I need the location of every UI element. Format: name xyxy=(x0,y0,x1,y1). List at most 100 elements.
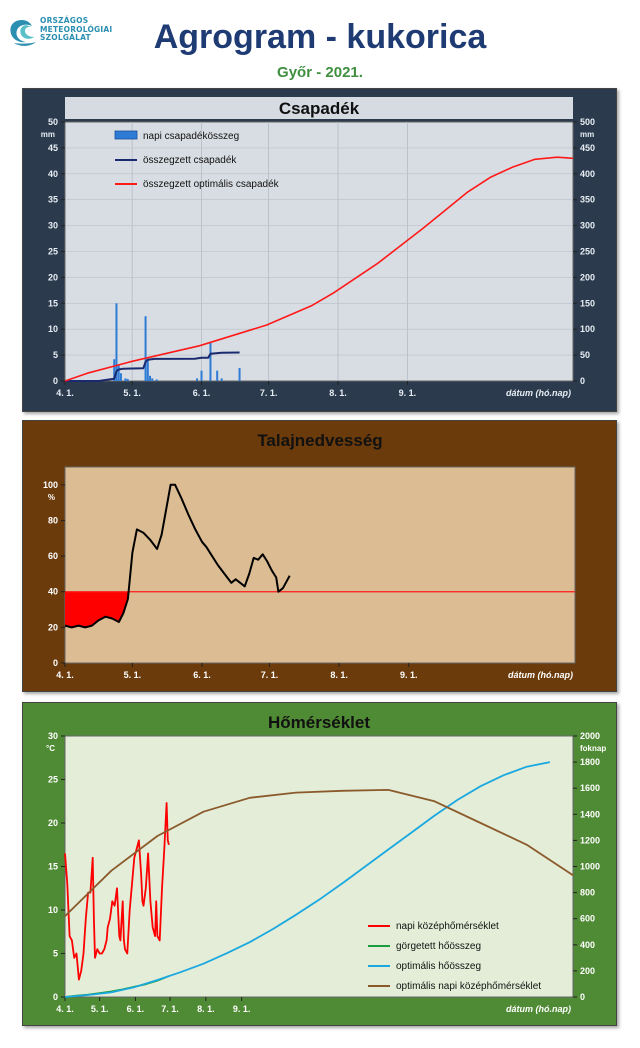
precip-bar xyxy=(115,303,118,381)
soil-moisture-chart: Talajnedvesség 4. 1. 5. 1. 6. 1. 7. 1. 8. 1. 9… xyxy=(43,431,576,680)
logo-line-2: METEOROLÓGIAI xyxy=(40,24,113,34)
y2-tick-label: 450 xyxy=(580,143,595,153)
x-tick-label: 6. 1. xyxy=(127,1004,145,1014)
precip-bar xyxy=(196,378,199,381)
x-tick-label: 6. 1. xyxy=(193,388,211,398)
precipitation-panel: Csapadék 4. 1. 5. 1. 6. 1. 7. 1. 8. 1. 9. 1. dá… xyxy=(22,88,617,412)
y2-tick-label: 200 xyxy=(580,272,595,282)
y2-tick-label: 1000 xyxy=(580,862,600,872)
precip-bar xyxy=(151,378,154,381)
precip-bar xyxy=(124,378,127,381)
x-tick-label: 5. 1. xyxy=(91,1004,109,1014)
y-tick-label: 35 xyxy=(48,195,58,205)
y-tick-label: 0 xyxy=(53,376,58,386)
x-tick-label: 4. 1. xyxy=(56,670,74,680)
y2-tick-label: 1800 xyxy=(580,757,600,767)
soil-moisture-line xyxy=(64,483,291,629)
x-tick-label: 6. 1. xyxy=(193,670,211,680)
y-tick-label: 45 xyxy=(48,143,58,153)
optimal-precip-line xyxy=(64,156,574,382)
y-tick-label: 10 xyxy=(48,905,58,915)
y2-tick-label: 200 xyxy=(580,966,595,976)
x-tick-label: 7. 1. xyxy=(261,670,279,680)
y-tick-label: 40 xyxy=(48,169,58,179)
y-axis-label: % xyxy=(48,493,55,502)
y-tick-label: 50 xyxy=(48,117,58,127)
y-tick-label: 30 xyxy=(48,731,58,741)
y-tick-label: 0 xyxy=(53,658,58,668)
y2-tick-label: 1600 xyxy=(580,783,600,793)
x-axis-label: dátum (hó.nap) xyxy=(506,388,571,398)
y-tick-label: 20 xyxy=(48,818,58,828)
optimal-heat-sum-line xyxy=(64,761,551,998)
precip-bar xyxy=(144,316,147,381)
chart-title: Csapadék xyxy=(279,99,360,118)
y2-axis-label: mm xyxy=(580,130,594,139)
y2-tick-label: 0 xyxy=(580,376,585,386)
y2-tick-label: 50 xyxy=(580,350,590,360)
y2-tick-label: 400 xyxy=(580,169,595,179)
y-tick-label: 10 xyxy=(48,324,58,334)
logo-line-3: SZOLGÁLAT xyxy=(40,33,91,42)
precip-bar xyxy=(149,375,152,381)
precipitation-chart: Csapadék 4. 1. 5. 1. 6. 1. 7. 1. 8. 1. 9. 1. dá… xyxy=(41,97,595,398)
y2-tick-label: 300 xyxy=(580,221,595,231)
y2-tick-label: 600 xyxy=(580,914,595,924)
y2-tick-label: 2000 xyxy=(580,731,600,741)
y2-tick-label: 500 xyxy=(580,117,595,127)
logo-swirl-icon xyxy=(10,20,36,46)
y2-axis-label: foknap xyxy=(580,744,606,753)
legend-label: összegzett csapadék xyxy=(143,155,237,166)
y-tick-label: 100 xyxy=(43,480,58,490)
x-tick-label: 8. 1. xyxy=(330,670,348,680)
y2-tick-label: 350 xyxy=(580,195,595,205)
x-tick-label: 5. 1. xyxy=(124,670,142,680)
logo-line-1: ORSZÁGOS xyxy=(40,16,89,25)
precip-bar xyxy=(117,365,120,381)
x-axis-label: dátum (hó.nap) xyxy=(506,1004,571,1014)
y-tick-label: 5 xyxy=(53,949,58,959)
temperature-chart: Hőmérséklet 4. 1. 5. 1. 6. 1. 7. 1. 8. 1. 9. 1… xyxy=(46,713,606,1014)
y-tick-label: 5 xyxy=(53,350,58,360)
precip-bar xyxy=(209,342,212,381)
chart-title: Hőmérséklet xyxy=(268,713,370,732)
x-tick-label: 9. 1. xyxy=(233,1004,251,1014)
y2-tick-label: 100 xyxy=(580,324,595,334)
precip-bar xyxy=(220,378,223,381)
x-axis-label: dátum (hó.nap) xyxy=(508,670,573,680)
x-tick-label: 4. 1. xyxy=(56,1004,74,1014)
precip-bar xyxy=(216,370,219,381)
precip-bar xyxy=(200,370,203,381)
precip-bar xyxy=(113,359,116,381)
legend-label: optimális hőösszeg xyxy=(396,961,481,972)
x-tick-label: 8. 1. xyxy=(197,1004,215,1014)
y-tick-label: 30 xyxy=(48,221,58,231)
chart-title-bar xyxy=(65,97,573,119)
legend-label: görgetett hőösszeg xyxy=(396,941,481,952)
x-tick-label: 9. 1. xyxy=(399,388,417,398)
y-tick-label: 15 xyxy=(48,298,58,308)
legend-swatch xyxy=(114,130,138,140)
y2-tick-label: 800 xyxy=(580,888,595,898)
plot-area xyxy=(64,466,576,664)
x-tick-label: 7. 1. xyxy=(260,388,278,398)
y2-tick-label: 400 xyxy=(580,940,595,950)
page-title: Agrogram - kukorica xyxy=(153,18,487,56)
legend-label: napi csapadékösszeg xyxy=(143,131,239,142)
y2-tick-label: 1200 xyxy=(580,835,600,845)
precip-bar xyxy=(155,379,158,381)
x-tick-label: 9. 1. xyxy=(400,670,418,680)
optimal-daily-temp-line xyxy=(64,789,574,917)
legend-label: optimális napi középhőmérséklet xyxy=(396,981,541,992)
precip-bar xyxy=(119,373,122,381)
precip-bar xyxy=(126,378,129,381)
y2-tick-label: 250 xyxy=(580,247,595,257)
y-axis-label: mm xyxy=(41,130,55,139)
x-tick-label: 4. 1. xyxy=(56,388,74,398)
y-tick-label: 0 xyxy=(53,992,58,1002)
legend-label: összegzett optimális csapadék xyxy=(143,179,280,190)
y-tick-label: 20 xyxy=(48,622,58,632)
chart-title: Talajnedvesség xyxy=(257,431,382,450)
y-axis-label: °C xyxy=(46,744,55,753)
soil-moisture-panel: Talajnedvesség 4. 1. 5. 1. 6. 1. 7. 1. 8. 1. 9… xyxy=(22,420,617,692)
